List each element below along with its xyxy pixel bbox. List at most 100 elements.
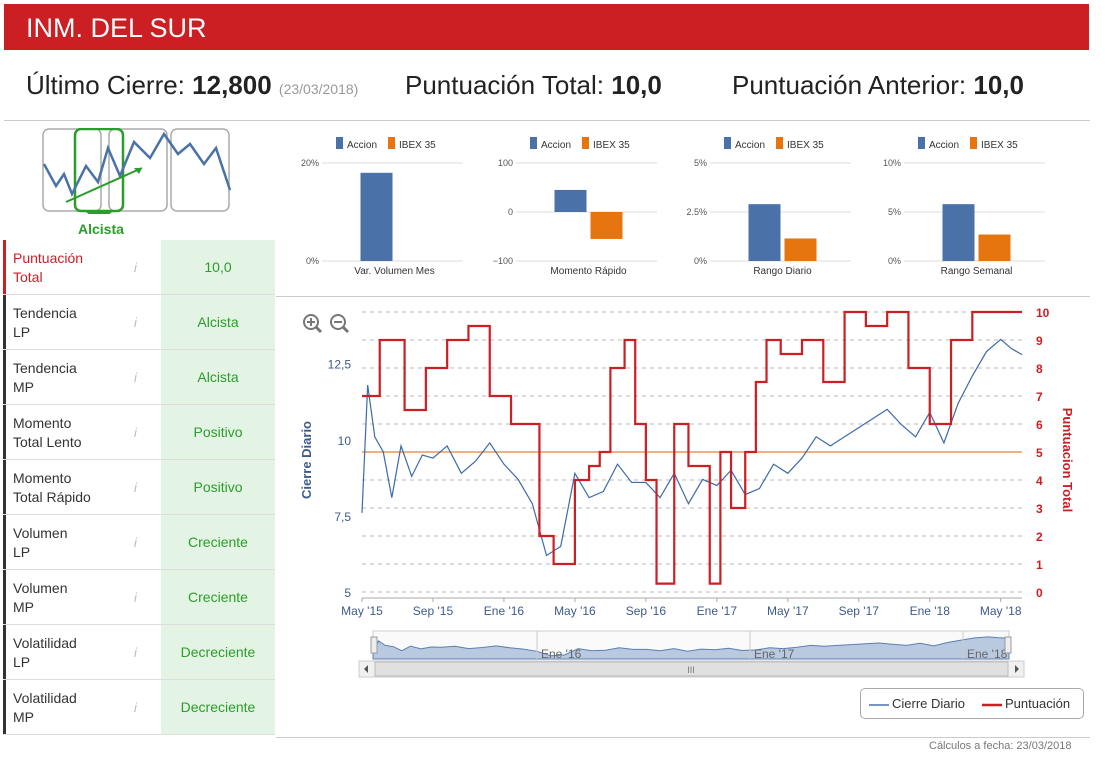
scrollbar-thumb[interactable]: [374, 661, 1009, 677]
scroll-left-icon[interactable]: [364, 665, 368, 673]
right-tick-label: 6: [1036, 418, 1043, 432]
info-icon[interactable]: i: [134, 535, 137, 550]
previous-score: Puntuación Anterior: 10,0: [732, 70, 1024, 100]
info-icon[interactable]: i: [134, 425, 137, 440]
legend-swatch-ibex: [582, 137, 589, 149]
right-tick-label: 0: [1036, 586, 1043, 600]
indicator-value: Creciente: [161, 515, 275, 569]
navigator-label: Ene '16: [541, 647, 582, 661]
legend-series1[interactable]: Cierre Diario: [892, 696, 965, 711]
chart-title: Rango Diario: [753, 266, 812, 277]
chart-title: Momento Rápido: [550, 266, 627, 277]
legend-label: IBEX 35: [787, 140, 824, 151]
indicator-row: Volatilidad LP i Decreciente: [3, 625, 275, 680]
series-line-puntuacion: [362, 310, 1022, 585]
legend-swatch-accion: [336, 137, 343, 149]
zoom-out-icon[interactable]: [330, 314, 346, 330]
right-tick-label: 4: [1036, 474, 1043, 488]
summary-bar: Último Cierre: 12,800 (23/03/2018) Puntu…: [0, 62, 1105, 112]
bar-ibex: [978, 234, 1011, 261]
x-tick-label: Sep '16: [626, 604, 667, 618]
chart-legend: Cierre Diario Puntuación: [860, 688, 1084, 719]
indicator-value: Decreciente: [161, 625, 275, 679]
tick-label: 0: [508, 207, 513, 217]
legend-label: IBEX 35: [593, 140, 630, 151]
right-tick-label: 5: [1036, 446, 1043, 460]
info-icon[interactable]: i: [134, 700, 137, 715]
bar-accion: [360, 172, 393, 261]
indicator-value: Decreciente: [161, 680, 275, 734]
x-tick-label: Ene '18: [910, 604, 951, 618]
title-bar: INM. DEL SUR: [4, 4, 1089, 50]
right-axis-title: Puntuacion Total: [1060, 408, 1075, 512]
scroll-right-icon[interactable]: [1015, 665, 1019, 673]
series-line-cierre: [361, 338, 1023, 557]
legend-swatch-ibex: [970, 137, 977, 149]
indicator-value: Positivo: [161, 460, 275, 514]
indicator-value: Alcista: [161, 350, 275, 404]
tick-label: 10%: [883, 158, 901, 168]
bar-accion: [942, 204, 975, 261]
bar-accion: [748, 204, 781, 261]
indicator-row: Momento Total Rápido i Positivo: [3, 460, 275, 515]
footer-date: Cálculos a fecha: 23/03/2018: [929, 740, 1072, 752]
x-tick-label: Sep '17: [839, 604, 880, 618]
right-tick-label: 8: [1036, 362, 1043, 376]
zoom-in-icon[interactable]: [303, 314, 319, 330]
navigator-label: Ene '17: [754, 647, 795, 661]
divider: [4, 120, 1090, 121]
left-axis-title: Cierre Diario: [299, 421, 314, 499]
indicator-value: Creciente: [161, 570, 275, 624]
right-tick-label: 9: [1036, 334, 1043, 348]
legend-label: Accion: [541, 140, 571, 151]
tick-label: −100: [493, 256, 513, 266]
left-tick-label: 12,5: [328, 358, 352, 372]
info-icon[interactable]: i: [134, 590, 137, 605]
left-tick-label: 10: [338, 434, 352, 448]
indicator-row: Volatilidad MP i Decreciente: [3, 680, 275, 735]
indicator-row: Puntuación Total i 10,0: [3, 240, 275, 295]
right-tick-label: 3: [1036, 502, 1043, 516]
bar-accion: [554, 189, 587, 212]
tick-label: 20%: [301, 158, 319, 168]
legend-swatch-accion: [724, 137, 731, 149]
info-icon[interactable]: i: [134, 480, 137, 495]
legend-line-icon: [869, 704, 889, 706]
legend-swatch-ibex: [388, 137, 395, 149]
legend-label: IBEX 35: [399, 140, 436, 151]
last-close: Último Cierre: 12,800 (23/03/2018): [26, 70, 359, 100]
info-icon[interactable]: i: [134, 645, 137, 660]
divider: [276, 296, 1090, 297]
tick-label: 5%: [694, 158, 707, 168]
legend-label: IBEX 35: [981, 140, 1018, 151]
legend-swatch-ibex: [776, 137, 783, 149]
legend-label: Accion: [735, 140, 765, 151]
tick-label: 5%: [888, 207, 901, 217]
chart-title: Var. Volumen Mes: [354, 266, 434, 277]
info-icon[interactable]: i: [134, 370, 137, 385]
navigator-handle-left[interactable]: [370, 636, 378, 654]
zoom-out-icon[interactable]: [341, 325, 350, 334]
x-tick-label: Sep '15: [413, 604, 454, 618]
legend-swatch-accion: [918, 137, 925, 149]
indicator-row: Volumen MP i Creciente: [3, 570, 275, 625]
right-tick-label: 7: [1036, 390, 1043, 404]
indicator-table: Puntuación Total i 10,0 Tendencia LP i Alc…: [3, 240, 275, 735]
tick-label: 0%: [694, 256, 707, 266]
indicator-row: Momento Total Lento i Positivo: [3, 405, 275, 460]
scrollbar-grip[interactable]: III: [687, 665, 695, 675]
divider: [276, 737, 1090, 738]
info-icon[interactable]: i: [134, 315, 137, 330]
indicator-row: Tendencia MP i Alcista: [3, 350, 275, 405]
indicator-row: Tendencia LP i Alcista: [3, 295, 275, 350]
legend-series2[interactable]: Puntuación: [1005, 696, 1071, 711]
zoom-in-icon[interactable]: [314, 325, 323, 334]
indicator-value: Alcista: [161, 295, 275, 349]
legend-line-icon: [982, 703, 1002, 707]
x-tick-label: Ene '17: [697, 604, 738, 618]
navigator-handle-right[interactable]: [1004, 636, 1012, 654]
indicator-row: Volumen LP i Creciente: [3, 515, 275, 570]
tick-label: 0%: [306, 256, 319, 266]
info-icon[interactable]: i: [134, 260, 137, 275]
